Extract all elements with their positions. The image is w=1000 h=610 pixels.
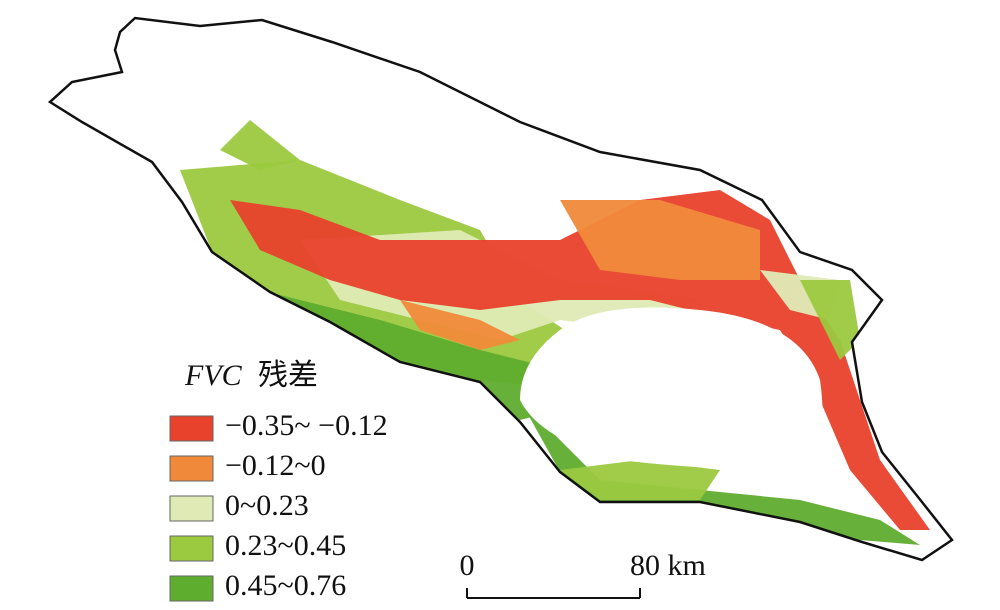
legend-label: 0~0.23 <box>225 489 309 522</box>
residual-patch <box>260 290 600 420</box>
legend-label: −0.12~0 <box>225 449 326 482</box>
scale-end: 80 km <box>630 549 706 582</box>
lake-area <box>520 307 823 470</box>
legend-swatch <box>169 495 214 522</box>
residual-patch <box>560 460 720 500</box>
legend-swatch <box>169 415 214 442</box>
legend-swatch <box>169 575 214 602</box>
legend-title-abbr: FVC <box>184 359 243 392</box>
residual-patch <box>560 200 760 280</box>
residual-patch <box>400 300 520 350</box>
legend-label: 0.45~0.76 <box>225 569 346 602</box>
residual-patch <box>800 280 860 360</box>
legend-label: 0.23~0.45 <box>225 529 346 562</box>
legend-title-suffix: 残差 <box>258 359 318 392</box>
legend: −0.35~ −0.12 −0.12~0 0~0.23 0.23~0.45 0.45~0… <box>169 409 388 602</box>
basin-boundary <box>47 16 954 562</box>
scale-start: 0 <box>460 549 475 582</box>
residual-patch <box>520 400 920 545</box>
residual-patches <box>180 120 930 545</box>
legend-label: −0.35~ −0.12 <box>225 409 388 442</box>
legend-swatch <box>169 455 214 482</box>
legend-swatch <box>169 535 214 562</box>
residual-patch <box>220 120 300 170</box>
scale-bar: 0 80 km <box>460 549 706 599</box>
